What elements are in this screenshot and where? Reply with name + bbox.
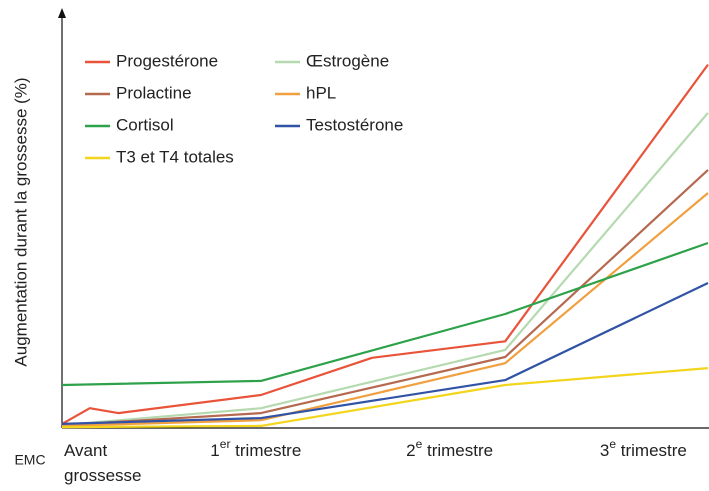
logo: EMC [14,452,45,468]
legend-label: Œstrogène [306,51,389,70]
line-series [61,367,709,429]
x-tick-label: 1er trimestre [210,437,301,460]
line-series [61,169,709,427]
legend-label: Prolactine [116,83,192,102]
legend-label: Progestérone [116,51,218,70]
x-tick-label: 3e trimestre [600,437,687,460]
line-series [61,241,709,387]
x-tick-label: Avant grossesse [64,441,141,485]
y-axis-arrow [58,8,66,18]
line-series [61,192,709,427]
y-axis-label: Augmentation durant la grossesse (%) [11,77,30,366]
legend-label: Testostérone [306,115,403,134]
legend-label: Cortisol [116,115,174,134]
line-series [61,112,709,427]
legend-label: T3 et T4 totales [116,147,234,166]
x-tick-label: 2e trimestre [406,437,493,460]
line-series [61,282,709,425]
legend-label: hPL [306,83,336,102]
line-series [61,63,709,425]
